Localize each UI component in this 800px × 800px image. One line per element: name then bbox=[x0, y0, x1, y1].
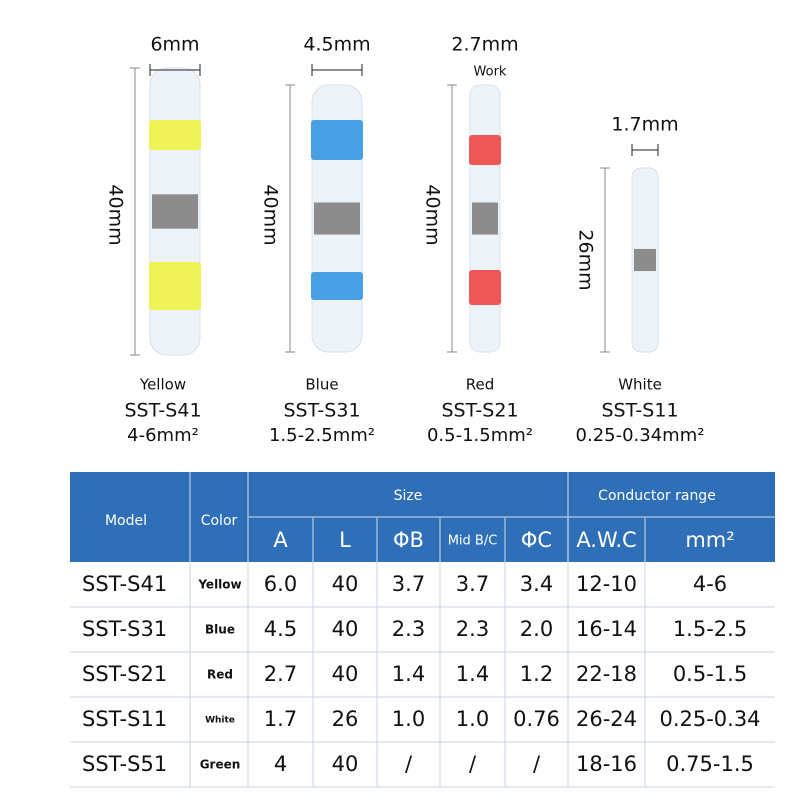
width-bracket bbox=[631, 144, 659, 156]
width-label: 4.5mm bbox=[303, 34, 370, 56]
cell-value: 0.76 bbox=[513, 707, 560, 731]
length-bracket bbox=[447, 84, 457, 353]
label-bg bbox=[103, 180, 127, 250]
cell-value: 12-10 bbox=[576, 572, 637, 596]
width-label: 2.7mm bbox=[451, 34, 518, 56]
length-bracket bbox=[600, 167, 610, 353]
metal-sleeve bbox=[152, 194, 198, 229]
header-text: Model bbox=[105, 513, 147, 529]
metal-sleeve bbox=[634, 248, 656, 272]
width-bracket bbox=[149, 64, 201, 76]
cell-value: 3.7 bbox=[456, 572, 489, 596]
cell-value: 1.4 bbox=[456, 662, 489, 686]
length-label: 40mm bbox=[422, 184, 444, 245]
width-label: 1.7mm bbox=[611, 114, 678, 136]
cell-value: 2.0 bbox=[520, 617, 553, 641]
cell-color: Green bbox=[200, 758, 241, 772]
wire-range: 0.5-1.5mm² bbox=[427, 425, 533, 446]
cell-value: 4-6 bbox=[693, 572, 727, 596]
header-text: A.W.C bbox=[576, 528, 636, 552]
model-name: SST-S41 bbox=[124, 400, 201, 422]
label-bg bbox=[573, 225, 597, 295]
color-band bbox=[149, 120, 201, 150]
label-bg bbox=[420, 180, 444, 250]
metal-sleeve bbox=[314, 202, 360, 235]
cell-value: 1.2 bbox=[520, 662, 553, 686]
cell-value: 16-14 bbox=[576, 617, 637, 641]
cell-value: 6.0 bbox=[264, 572, 297, 596]
header-text: Mid B/C bbox=[448, 534, 498, 549]
cell-color: Red bbox=[207, 668, 233, 682]
cell-value: 1.0 bbox=[456, 707, 489, 731]
wire-range: 1.5-2.5mm² bbox=[269, 425, 375, 446]
model-name: SST-S31 bbox=[283, 400, 360, 422]
cell-value: 1.4 bbox=[392, 662, 425, 686]
cell-value: / bbox=[405, 752, 413, 776]
cell-color: Blue bbox=[205, 623, 235, 637]
cell-value: 2.3 bbox=[392, 617, 425, 641]
color-name: White bbox=[618, 376, 662, 394]
cell-value: 22-18 bbox=[576, 662, 637, 686]
length-label: 40mm bbox=[260, 184, 282, 245]
header-text: ΦC bbox=[521, 528, 552, 552]
cell-value: / bbox=[469, 752, 477, 776]
header-text: L bbox=[339, 528, 351, 552]
cell-model: SST-S41 bbox=[82, 572, 167, 596]
width-bracket bbox=[311, 64, 363, 76]
cell-value: 26-24 bbox=[576, 707, 637, 731]
cell-value: 3.7 bbox=[392, 572, 425, 596]
color-name: Blue bbox=[305, 376, 338, 394]
cell-value: / bbox=[533, 752, 541, 776]
cell-value: 4.5 bbox=[264, 617, 297, 641]
color-band bbox=[469, 270, 501, 305]
model-name: SST-S21 bbox=[441, 400, 518, 422]
cell-value: 3.4 bbox=[520, 572, 553, 596]
cell-value: 2.7 bbox=[264, 662, 297, 686]
color-band bbox=[469, 135, 501, 165]
cell-value: 40 bbox=[332, 572, 359, 596]
length-bracket bbox=[130, 67, 140, 356]
model-name: SST-S11 bbox=[601, 400, 678, 422]
color-band bbox=[311, 272, 363, 300]
header-text: Color bbox=[201, 513, 238, 529]
cell-model: SST-S11 bbox=[82, 707, 167, 731]
metal-sleeve bbox=[472, 202, 498, 235]
cell-value: 1.5-2.5 bbox=[673, 617, 747, 641]
header-text: Conductor range bbox=[598, 488, 716, 504]
length-label: 26mm bbox=[575, 229, 597, 290]
cell-value: 1.7 bbox=[264, 707, 297, 731]
header-text: Size bbox=[394, 488, 423, 504]
cell-value: 40 bbox=[332, 752, 359, 776]
note-label: Work bbox=[474, 65, 507, 80]
cell-value: 2.3 bbox=[456, 617, 489, 641]
color-band bbox=[311, 120, 363, 160]
cell-model: SST-S31 bbox=[82, 617, 167, 641]
cell-value: 40 bbox=[332, 662, 359, 686]
cell-value: 18-16 bbox=[576, 752, 637, 776]
header-text: mm² bbox=[685, 528, 734, 552]
header-text: A bbox=[273, 528, 288, 552]
cell-value: 0.5-1.5 bbox=[673, 662, 747, 686]
cell-value: 0.25-0.34 bbox=[659, 707, 760, 731]
cell-color: Yellow bbox=[197, 578, 241, 592]
cell-value: 4 bbox=[274, 752, 287, 776]
cell-color: White bbox=[205, 716, 235, 726]
wire-range: 0.25-0.34mm² bbox=[576, 425, 705, 446]
color-name: Red bbox=[466, 376, 495, 394]
cell-model: SST-S51 bbox=[82, 752, 167, 776]
label-bg bbox=[258, 180, 282, 250]
cell-value: 26 bbox=[332, 707, 359, 731]
color-band bbox=[149, 262, 201, 310]
cell-model: SST-S21 bbox=[82, 662, 167, 686]
cell-value: 40 bbox=[332, 617, 359, 641]
width-label: 6mm bbox=[150, 34, 199, 56]
wire-range: 4-6mm² bbox=[127, 425, 199, 446]
cell-value: 1.0 bbox=[392, 707, 425, 731]
length-bracket bbox=[285, 84, 295, 353]
length-label: 40mm bbox=[105, 184, 127, 245]
header-text: ΦB bbox=[393, 528, 424, 552]
cell-value: 0.75-1.5 bbox=[666, 752, 754, 776]
color-name: Yellow bbox=[139, 376, 186, 394]
